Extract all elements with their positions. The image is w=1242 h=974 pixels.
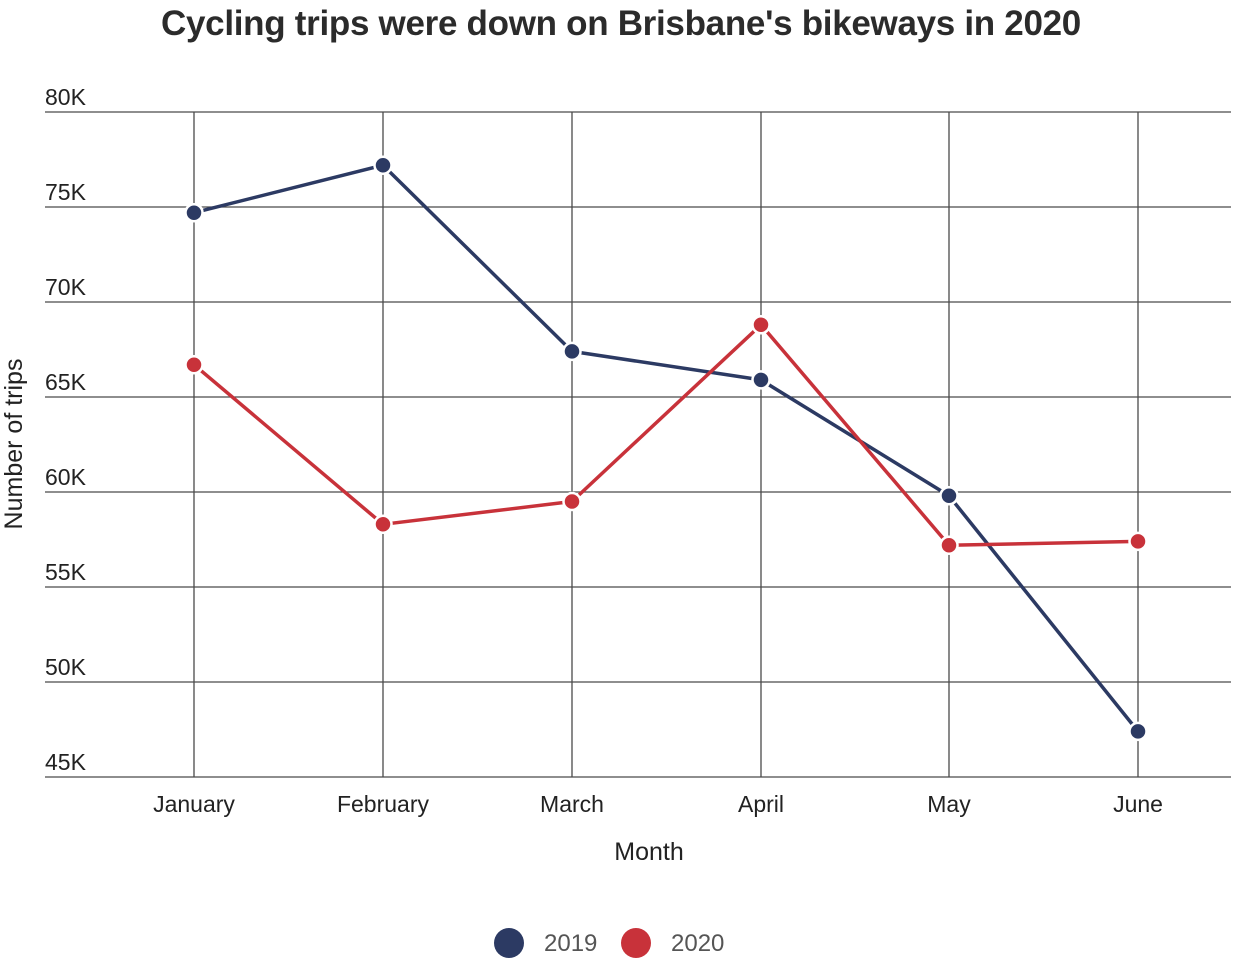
x-tick-label: April — [738, 791, 784, 817]
data-point-2020-april — [751, 315, 771, 335]
y-tick-label: 70K — [45, 274, 87, 300]
data-point-2020-january — [184, 354, 204, 375]
data-point-2019-may — [939, 486, 959, 506]
x-tick-label: May — [927, 791, 971, 817]
series-line-2020 — [192, 323, 1139, 547]
legend-marker-2020 — [621, 928, 651, 958]
y-tick-label: 60K — [45, 464, 87, 490]
legend-marker-2019 — [494, 928, 524, 958]
x-tick-label: February — [337, 791, 430, 817]
series-layer — [184, 155, 1148, 742]
y-tick-labels: 45K 50K 55K 60K 65K 70K 75K 80K — [45, 84, 87, 775]
x-tick-labels: January February March April May June — [153, 791, 1163, 817]
data-point-2019-february — [373, 155, 393, 175]
series-line-2019 — [193, 163, 1140, 733]
grid-layer — [45, 111, 1231, 778]
legend-label-2020: 2020 — [671, 930, 724, 957]
x-axis-title: Month — [614, 838, 683, 866]
y-tick-label: 75K — [45, 179, 87, 205]
legend: 2019 2020 — [494, 928, 724, 958]
y-axis-title: Number of trips — [0, 359, 28, 530]
data-point-2019-march — [562, 341, 582, 362]
data-point-2020-may — [939, 535, 959, 555]
y-tick-label: 55K — [45, 559, 87, 585]
y-tick-label: 45K — [45, 749, 87, 775]
y-tick-label: 80K — [45, 84, 87, 110]
x-tick-label: June — [1113, 791, 1163, 817]
data-point-2019-april — [751, 370, 771, 390]
x-tick-label: March — [540, 791, 604, 817]
data-point-2019-january — [184, 202, 204, 223]
chart-title: Cycling trips were down on Brisbane's bi… — [161, 4, 1081, 43]
data-point-2020-march — [562, 491, 582, 512]
x-tick-label: January — [153, 791, 235, 817]
data-point-2020-february — [373, 514, 393, 535]
data-point-2019-june — [1128, 721, 1148, 742]
y-tick-label: 65K — [45, 369, 87, 395]
data-point-2020-june — [1128, 531, 1148, 552]
y-tick-label: 50K — [45, 654, 87, 680]
legend-label-2019: 2019 — [544, 930, 597, 957]
